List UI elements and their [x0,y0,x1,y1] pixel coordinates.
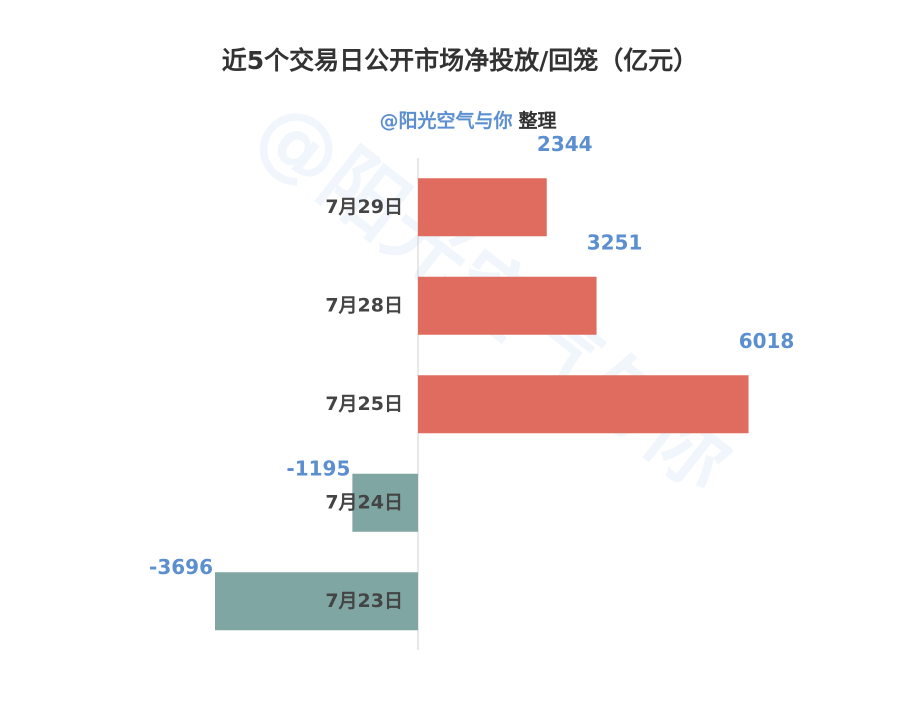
data-label: -1195 [286,456,350,480]
data-label: 3251 [587,230,643,254]
data-label: 2344 [537,132,593,156]
bar [418,375,749,434]
y-tick-label: 7月24日 [325,491,403,513]
bar [352,473,418,532]
data-label: -3696 [149,555,213,579]
subtitle-author: @阳光空气与你 [379,109,512,132]
subtitle-note: 整理 [519,109,557,132]
data-label: 6018 [739,329,795,353]
y-tick-label: 7月25日 [325,393,403,415]
bar [418,276,597,335]
chart-subtitle: @阳光空气与你 整理 [379,109,556,132]
y-tick-label: 7月28日 [325,294,403,316]
y-tick-label: 7月29日 [325,196,403,218]
bar [215,572,418,631]
bar [418,178,547,237]
chart-title: 近5个交易日公开市场净投放/回笼（亿元） [222,46,699,75]
y-tick-label: 7月23日 [325,590,403,612]
